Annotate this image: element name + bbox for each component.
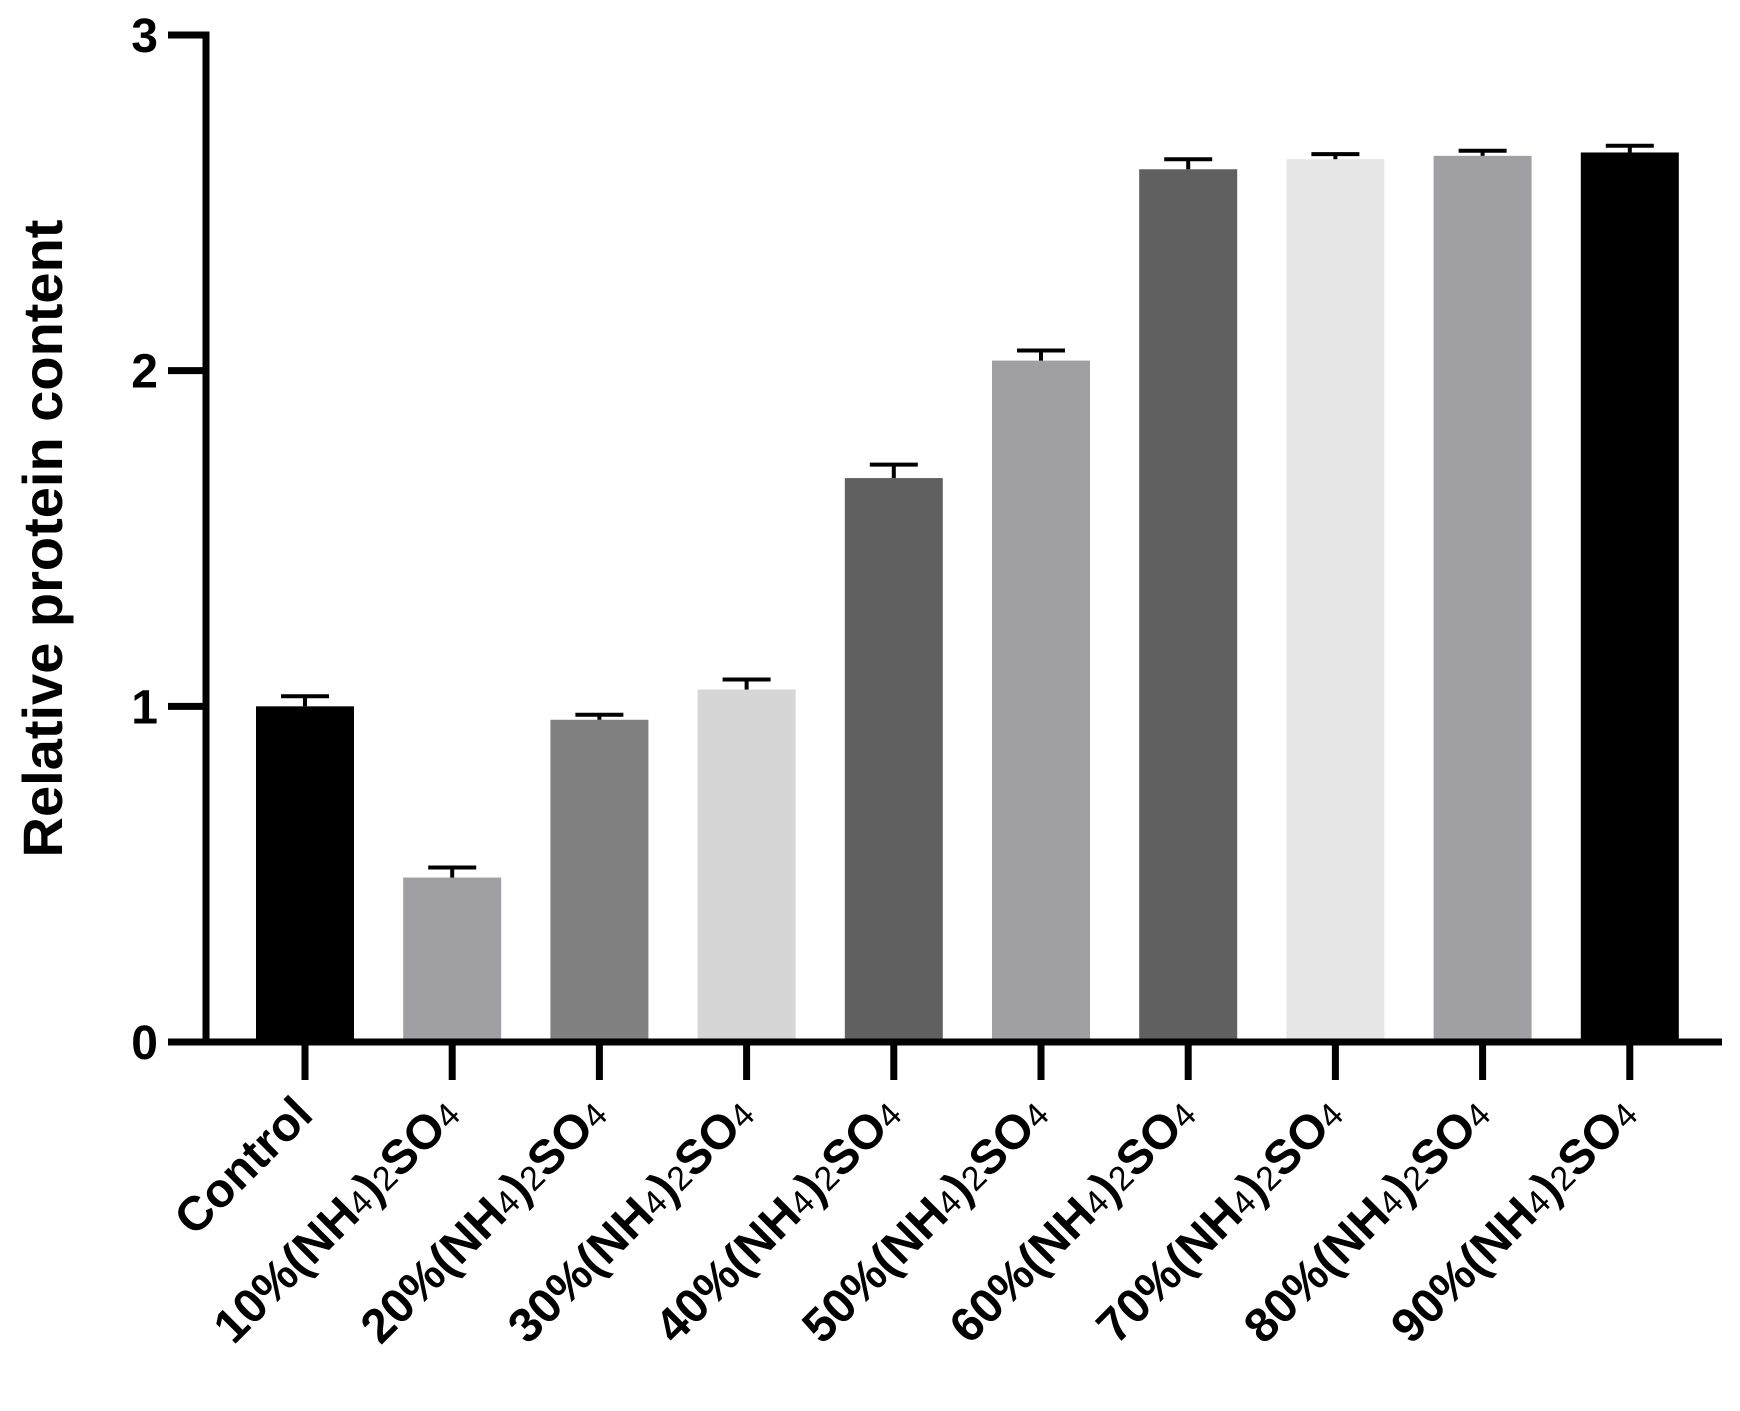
bar <box>1580 152 1679 1042</box>
axes-layer <box>202 31 1722 1046</box>
bar <box>403 877 502 1042</box>
x-tick-label: 50%(NH4)2SO4 <box>793 1087 1059 1353</box>
bar <box>1139 169 1238 1042</box>
x-tick-label: 20%(NH4)2SO4 <box>351 1087 617 1353</box>
x-tick-label: 80%(NH4)2SO4 <box>1234 1087 1500 1353</box>
bar <box>1433 155 1532 1043</box>
bar <box>992 360 1090 1042</box>
x-tick-label: 40%(NH4)2SO4 <box>645 1087 911 1353</box>
x-tick-label: 60%(NH4)2SO4 <box>940 1087 1206 1353</box>
bar <box>844 478 943 1043</box>
bar <box>1286 159 1385 1043</box>
error-bars-layer <box>281 143 1654 878</box>
y-axis-title: Relative protein content <box>11 220 74 858</box>
x-ticks: Control10%(NH4)2SO420%(NH4)2SO430%(NH4)2… <box>165 1042 1647 1354</box>
y-ticks: 0 1 2 3 <box>131 10 206 1070</box>
bars-layer <box>256 152 1679 1043</box>
y-tick-label: 3 <box>131 10 158 63</box>
x-tick-label: 30%(NH4)2SO4 <box>498 1087 764 1353</box>
x-tick-label: 90%(NH4)2SO4 <box>1381 1087 1647 1353</box>
bar <box>697 689 796 1042</box>
bar <box>550 719 649 1042</box>
y-tick-label: 0 <box>131 1017 158 1070</box>
y-tick-label: 2 <box>131 346 158 399</box>
x-tick-label: 70%(NH4)2SO4 <box>1087 1087 1353 1353</box>
x-tick-label: 10%(NH4)2SO4 <box>204 1087 470 1353</box>
bar <box>256 706 354 1042</box>
y-tick-label: 1 <box>131 681 158 734</box>
